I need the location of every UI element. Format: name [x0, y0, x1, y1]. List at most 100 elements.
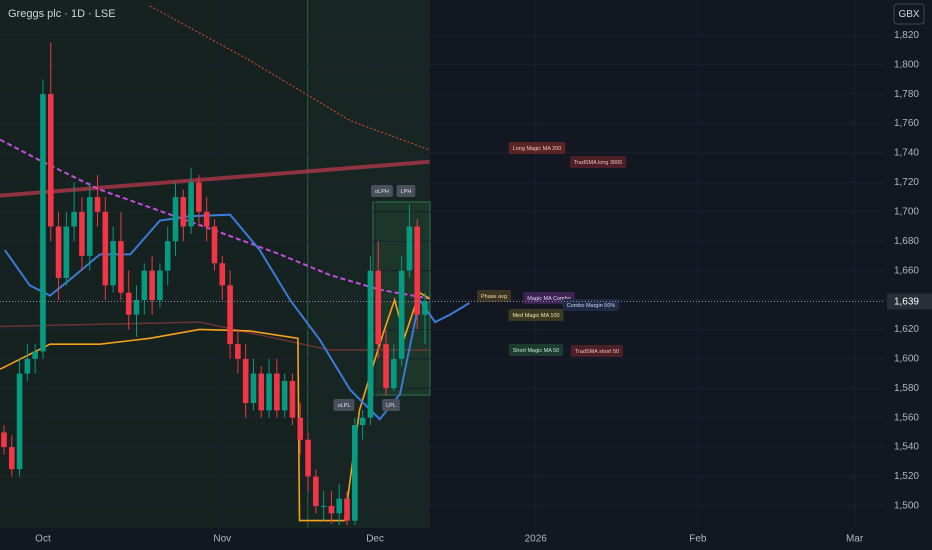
candle-body	[141, 270, 148, 301]
last-price-box	[887, 293, 932, 310]
y-tick-label: 1,740	[894, 148, 919, 159]
candle-body	[297, 417, 304, 440]
candle-body	[266, 373, 272, 411]
candle-body	[344, 498, 350, 521]
candle-body	[305, 439, 311, 477]
candle-body	[102, 211, 109, 286]
candle-body	[203, 211, 210, 227]
candle-body	[71, 211, 77, 227]
y-tick-label: 1,540	[894, 442, 919, 453]
annotation-label: oLPH	[375, 189, 389, 195]
x-tick-label: Feb	[689, 534, 707, 545]
candle-body	[235, 344, 241, 359]
candle-body	[79, 211, 85, 256]
candle-body	[359, 417, 366, 426]
candle-body	[258, 373, 265, 411]
candle-body	[352, 425, 358, 521]
candle-body	[196, 182, 202, 212]
x-tick-label: 2026	[525, 534, 548, 545]
candle-body	[375, 270, 382, 345]
candle-body	[422, 301, 428, 315]
candle-body	[86, 197, 93, 256]
y-tick-label: 1,600	[894, 354, 919, 365]
indicator-line	[0, 321, 430, 351]
candle-body	[94, 197, 101, 212]
y-tick-label: 1,500	[894, 501, 919, 512]
y-tick-label: 1,780	[894, 89, 919, 100]
y-tick-label: 1,660	[894, 265, 919, 276]
annotation-box	[382, 399, 400, 411]
y-tick-label: 1,620	[894, 324, 919, 335]
currency-button[interactable]	[893, 3, 925, 25]
annotation-label: Long Magic MA 200	[513, 146, 562, 152]
y-tick-label: 1,680	[894, 236, 919, 247]
currency-label[interactable]: GBX	[898, 9, 919, 20]
annotation-label: oLPL	[338, 403, 351, 409]
zone-shade	[0, 0, 308, 528]
candle-body	[133, 300, 140, 315]
last-price-label: 1,639	[894, 297, 919, 308]
annotation-box	[477, 290, 511, 302]
annotation-label: LPL	[386, 403, 396, 409]
annotation-box	[569, 156, 627, 168]
price-axis-panel	[885, 0, 932, 550]
indicator-line	[149, 5, 430, 151]
candle-body	[172, 197, 179, 242]
x-tick-label: Oct	[35, 534, 51, 545]
candle-body	[414, 226, 420, 315]
annotations: Long Magic MA 200 TradSMA long 3000 oLPH LP…	[333, 142, 627, 411]
candle-body	[328, 505, 335, 514]
candle-body	[180, 197, 187, 227]
y-tick-label: 1,580	[894, 383, 919, 394]
y-tick-label: 1,720	[894, 177, 919, 188]
candle-body	[149, 270, 155, 301]
candle-body	[289, 380, 296, 418]
candle-body	[211, 226, 218, 264]
annotation-box	[570, 345, 624, 357]
x-tick-label: Mar	[846, 534, 864, 545]
candle-body	[157, 270, 163, 301]
candle-body	[406, 226, 413, 271]
annotation-box	[396, 185, 416, 197]
candle-body	[40, 94, 46, 352]
candle-body	[336, 498, 343, 514]
candle-body	[8, 447, 15, 470]
x-tick-label: Nov	[213, 534, 231, 545]
candles	[1, 42, 428, 526]
candle-body	[320, 505, 327, 507]
annotation-box	[508, 142, 566, 154]
annotation-box	[371, 185, 393, 197]
y-tick-label: 1,520	[894, 471, 919, 482]
candle-body	[313, 476, 319, 506]
candle-body	[250, 373, 257, 403]
candle-body	[367, 270, 374, 418]
annotation-label: LPH	[401, 189, 412, 195]
candle-body	[227, 285, 233, 345]
candle-body	[16, 373, 23, 470]
candle-body	[47, 94, 54, 227]
candle-body	[383, 344, 389, 389]
chart-title: Greggs plc · 1D · LSE	[8, 8, 116, 20]
axes: 1,5001,5201,5401,5601,5801,6001,6201,640…	[0, 30, 932, 545]
annotation-label: Med Magic MA 100	[512, 313, 559, 319]
candle-body	[110, 241, 116, 286]
candle-body	[63, 226, 70, 278]
candle-body	[1, 432, 7, 448]
y-tick-label: 1,760	[894, 118, 919, 129]
candle-body	[391, 358, 397, 389]
candle-body	[164, 241, 171, 271]
y-tick-label: 1,700	[894, 206, 919, 217]
y-tick-label: 1,800	[894, 59, 919, 70]
annotation-box	[508, 344, 564, 356]
candle-body	[219, 263, 226, 286]
candle-body	[125, 292, 132, 315]
candle-body	[274, 373, 280, 411]
annotation-label: Combo Margin 50%	[567, 303, 616, 309]
y-tick-label: 1,560	[894, 412, 919, 423]
annotation-label: Short Magic MA 50	[513, 348, 559, 354]
indicator-line	[0, 159, 430, 198]
candle-body	[24, 358, 31, 374]
candle-body	[398, 270, 405, 359]
